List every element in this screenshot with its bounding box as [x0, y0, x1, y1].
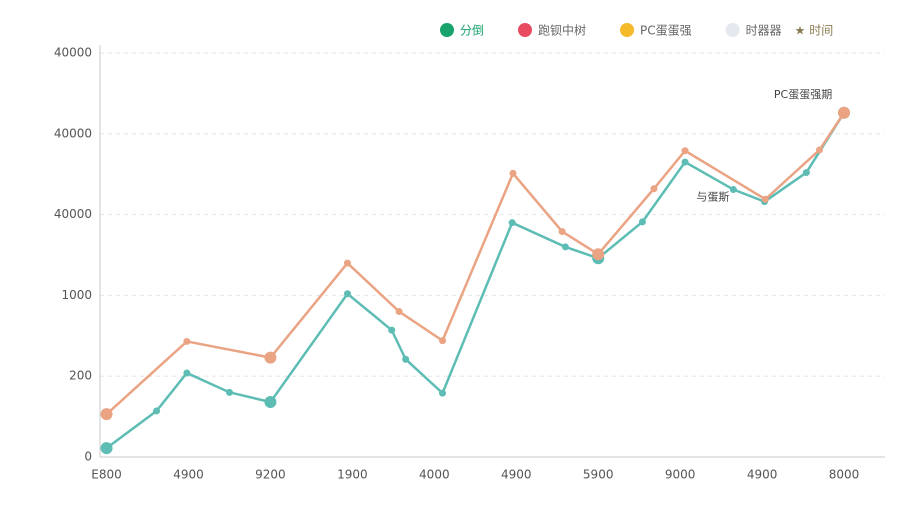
y-tick-label: 40000 — [54, 207, 92, 221]
x-tick-label: 9200 — [255, 468, 286, 482]
x-tick-label: 4900 — [747, 468, 778, 482]
x-tick-label: 9000 — [665, 468, 696, 482]
legend-swatch — [620, 23, 635, 37]
point — [183, 337, 191, 345]
point — [183, 369, 191, 377]
series-line — [105, 112, 846, 450]
legend-swatch — [440, 23, 454, 37]
legend-label: 跑钡中树 — [538, 23, 586, 38]
y-tick-label: 200 — [69, 369, 92, 383]
legend-label: 时器器 — [746, 24, 782, 38]
point — [638, 218, 646, 226]
legend-label: 分倒 — [460, 24, 484, 38]
point — [592, 248, 605, 261]
y-tick-label: 0 — [84, 450, 92, 464]
point — [343, 259, 351, 267]
point — [508, 219, 516, 227]
point — [729, 186, 737, 194]
point — [561, 243, 569, 251]
x-tick-label: 1900 — [337, 468, 368, 482]
legend-swatch — [725, 23, 740, 37]
point — [264, 351, 277, 364]
point — [761, 195, 769, 203]
point — [558, 228, 566, 236]
point — [439, 389, 447, 397]
point — [402, 355, 410, 363]
series-line — [105, 112, 846, 416]
point — [153, 407, 161, 415]
point — [264, 396, 277, 409]
x-tick-label: 4000 — [419, 468, 450, 482]
point — [100, 408, 113, 421]
point — [395, 308, 403, 316]
x-tick-label: 4900 — [173, 468, 204, 482]
legend-note: ★ 时间 — [795, 24, 834, 38]
x-tick-label: E800 — [91, 468, 122, 482]
point — [439, 337, 447, 345]
annotation: 与蛋斯 — [696, 191, 729, 204]
point — [681, 158, 689, 166]
x-tick-label: 8000 — [829, 468, 860, 482]
y-tick-label: 40000 — [54, 126, 92, 140]
point — [509, 169, 517, 177]
point — [681, 147, 689, 155]
point — [100, 442, 113, 455]
point — [388, 326, 396, 334]
point — [802, 169, 810, 177]
point — [838, 106, 851, 119]
x-tick-label: 5900 — [583, 468, 614, 482]
point — [650, 185, 658, 193]
legend-swatch — [518, 23, 533, 37]
annotation: PC蛋蛋强期 — [774, 88, 832, 101]
y-tick-label: 1000 — [61, 288, 92, 302]
point — [815, 146, 823, 154]
x-tick-label: 4900 — [501, 468, 532, 482]
point — [225, 388, 233, 396]
y-tick-label: 40000 — [54, 46, 92, 60]
legend-label: PC蛋蛋强 — [640, 24, 692, 38]
point — [343, 290, 351, 298]
